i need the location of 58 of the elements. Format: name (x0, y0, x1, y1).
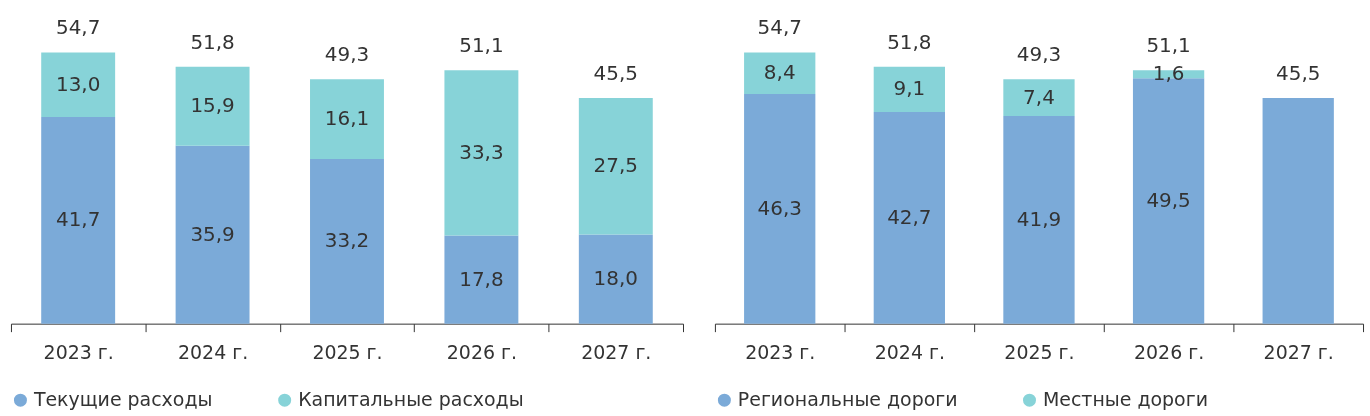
x-tick-label: 2024 г. (177, 341, 249, 364)
data-label: 41,9 (1016, 206, 1062, 231)
bar (175, 66, 250, 146)
bar (1003, 115, 1075, 324)
legend-label: Региональные дороги (737, 388, 958, 411)
total-label: 54,7 (55, 15, 101, 40)
data-label: 46,3 (757, 195, 802, 220)
data-label: 49,5 (1146, 187, 1191, 212)
total-label: 45,5 (1276, 61, 1321, 86)
data-label: 41,7 (55, 207, 101, 232)
legend-label: Текущие расходы (32, 388, 213, 411)
data-label: 17,8 (459, 266, 504, 291)
x-tick-label: 2025 г. (1004, 341, 1075, 364)
total-label: 54,7 (757, 15, 802, 40)
bar (310, 79, 384, 160)
bar (175, 145, 250, 324)
x-tick-label: 2023 г. (43, 341, 114, 364)
data-label: 16,1 (324, 106, 370, 131)
data-label: 13,0 (55, 71, 101, 96)
total-label: 45,5 (593, 61, 639, 86)
data-label: 33,2 (324, 228, 370, 253)
bar (578, 98, 653, 235)
x-tick-label: 2027 г. (1263, 341, 1334, 364)
x-tick-label: 2023 г. (745, 341, 816, 364)
bar (578, 234, 653, 324)
bar (744, 52, 816, 95)
x-tick-label: 2027 г. (581, 341, 652, 364)
legend-label: Капитальные расходы (298, 388, 524, 411)
total-label: 51,8 (190, 29, 235, 54)
bar (873, 111, 945, 324)
bar (873, 66, 945, 112)
bar (444, 235, 519, 324)
data-label: 42,7 (887, 204, 932, 229)
x-tick-label: 2024 г. (874, 341, 945, 364)
total-label: 51,1 (459, 33, 504, 58)
data-label: 7,4 (1023, 84, 1055, 109)
bar (744, 94, 816, 324)
data-label: 35,9 (190, 221, 235, 246)
x-tick-label: 2025 г. (312, 341, 383, 364)
bar (310, 159, 384, 324)
bar (41, 52, 116, 117)
bar (1003, 79, 1075, 116)
total-label: 51,1 (1146, 33, 1191, 58)
total-label: 49,3 (1016, 42, 1062, 67)
total-label: 49,3 (324, 42, 370, 67)
data-label: 33,3 (459, 139, 504, 164)
data-label: 15,9 (190, 93, 235, 118)
data-label: 8,4 (763, 60, 796, 85)
x-tick-label: 2026 г. (1133, 341, 1205, 364)
legend-label: Местные дороги (1042, 388, 1208, 411)
data-label: 18,0 (593, 266, 639, 291)
bar (444, 70, 519, 236)
data-label: 27,5 (593, 153, 639, 178)
total-label: 51,8 (887, 29, 932, 54)
bar (41, 116, 116, 324)
bar (1262, 98, 1334, 324)
data-label: 9,1 (893, 76, 926, 101)
x-tick-label: 2026 г. (446, 341, 517, 364)
